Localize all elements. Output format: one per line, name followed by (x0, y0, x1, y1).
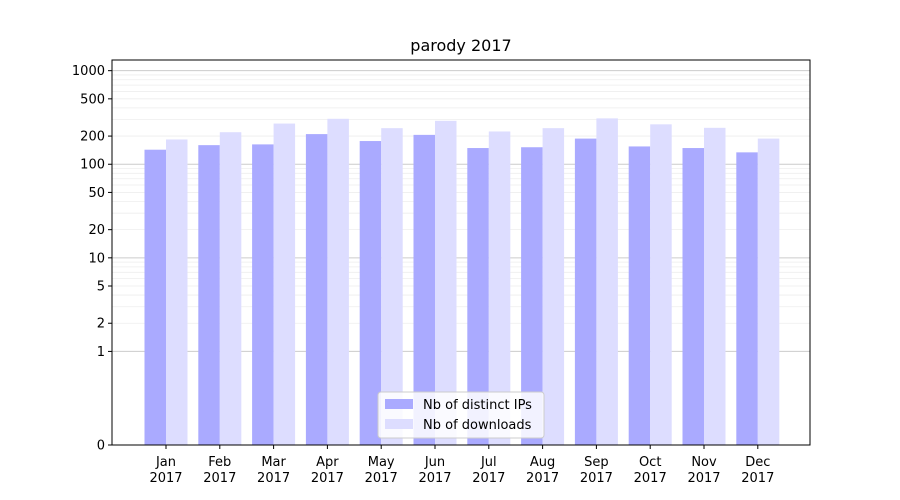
y-tick-label: 500 (80, 92, 105, 107)
legend-label: Nb of downloads (423, 418, 532, 433)
x-tick-label-year: 2017 (257, 471, 290, 486)
y-tick-label: 5 (97, 280, 105, 295)
bar-nb-of-distinct-ips-nov (682, 148, 704, 445)
y-tick-label: 50 (88, 186, 105, 201)
x-tick-label-month: Jan (155, 455, 176, 470)
bar-nb-of-distinct-ips-feb (198, 145, 220, 445)
bar-nb-of-distinct-ips-aug (521, 147, 543, 445)
x-tick-label-year: 2017 (634, 471, 667, 486)
bar-nb-of-distinct-ips-jan (144, 149, 166, 445)
x-tick-label-month: Jun (424, 455, 445, 470)
x-axis: Jan2017Feb2017Mar2017Apr2017May2017Jun20… (149, 445, 774, 486)
x-tick-label-month: Sep (584, 455, 609, 470)
bar-nb-of-distinct-ips-oct (628, 146, 651, 446)
x-tick-label-year: 2017 (526, 471, 559, 486)
x-tick-label-year: 2017 (580, 471, 613, 486)
x-tick-label-month: May (368, 455, 395, 470)
bar-nb-of-distinct-ips-apr (305, 134, 328, 446)
x-tick-label-month: Nov (691, 455, 717, 470)
y-tick-label: 1 (97, 345, 105, 360)
x-tick-label-month: Dec (745, 455, 770, 470)
y-tick-label: 1000 (72, 64, 105, 79)
bar-nb-of-downloads-sep (596, 118, 618, 445)
x-tick-label-month: Feb (208, 455, 231, 470)
x-tick-label-year: 2017 (365, 471, 398, 486)
legend-swatch (385, 399, 413, 409)
x-tick-label-year: 2017 (311, 471, 344, 486)
y-tick-label: 0 (97, 439, 105, 454)
x-tick-label-year: 2017 (203, 471, 236, 486)
bar-nb-of-downloads-jul (488, 131, 511, 446)
y-tick-label: 10 (88, 251, 105, 266)
bar-nb-of-downloads-feb (219, 132, 242, 445)
y-tick-label: 100 (80, 158, 105, 173)
bar-nb-of-distinct-ips-jul (467, 148, 489, 445)
x-tick-label-month: Aug (530, 455, 555, 470)
bar-nb-of-downloads-dec (757, 138, 780, 445)
bar-nb-of-downloads-may (381, 128, 403, 445)
bar-nb-of-downloads-nov (704, 127, 726, 445)
bar-nb-of-downloads-jun (435, 120, 457, 446)
bar-nb-of-distinct-ips-jun (413, 134, 435, 446)
y-tick-label: 20 (88, 223, 105, 238)
x-tick-label-month: Mar (261, 455, 286, 470)
x-tick-label-year: 2017 (149, 471, 182, 486)
x-tick-label-month: Apr (316, 455, 339, 470)
bar-nb-of-downloads-apr (327, 118, 349, 446)
x-tick-label-year: 2017 (741, 471, 774, 486)
bar-nb-of-downloads-mar (273, 123, 296, 445)
bar-nb-of-downloads-aug (542, 128, 565, 445)
x-tick-label-year: 2017 (418, 471, 451, 486)
x-tick-label-year: 2017 (472, 471, 505, 486)
y-tick-label: 2 (97, 317, 105, 332)
bars (144, 118, 780, 446)
y-axis: 0 1 2 5 10 20 50 100 200 500 1000 (72, 64, 112, 454)
x-tick-label-month: Jul (480, 455, 497, 470)
x-tick-label-year: 2017 (687, 471, 720, 486)
legend: Nb of distinct IPs Nb of downloads (377, 391, 545, 439)
y-tick-label: 200 (80, 130, 105, 145)
bar-nb-of-downloads-jan (166, 139, 188, 445)
legend-box (377, 391, 545, 439)
plot-frame (111, 59, 811, 446)
bar-nb-of-downloads-oct (650, 124, 672, 445)
bar-nb-of-distinct-ips-dec (736, 152, 758, 445)
chart-title: parody 2017 (410, 36, 511, 55)
bar-nb-of-distinct-ips-mar (252, 144, 274, 445)
legend-swatch (385, 419, 413, 429)
legend-label: Nb of distinct IPs (423, 398, 532, 413)
bar-nb-of-distinct-ips-may (359, 141, 382, 446)
x-tick-label-month: Oct (639, 455, 661, 470)
bar-nb-of-distinct-ips-sep (574, 138, 597, 445)
